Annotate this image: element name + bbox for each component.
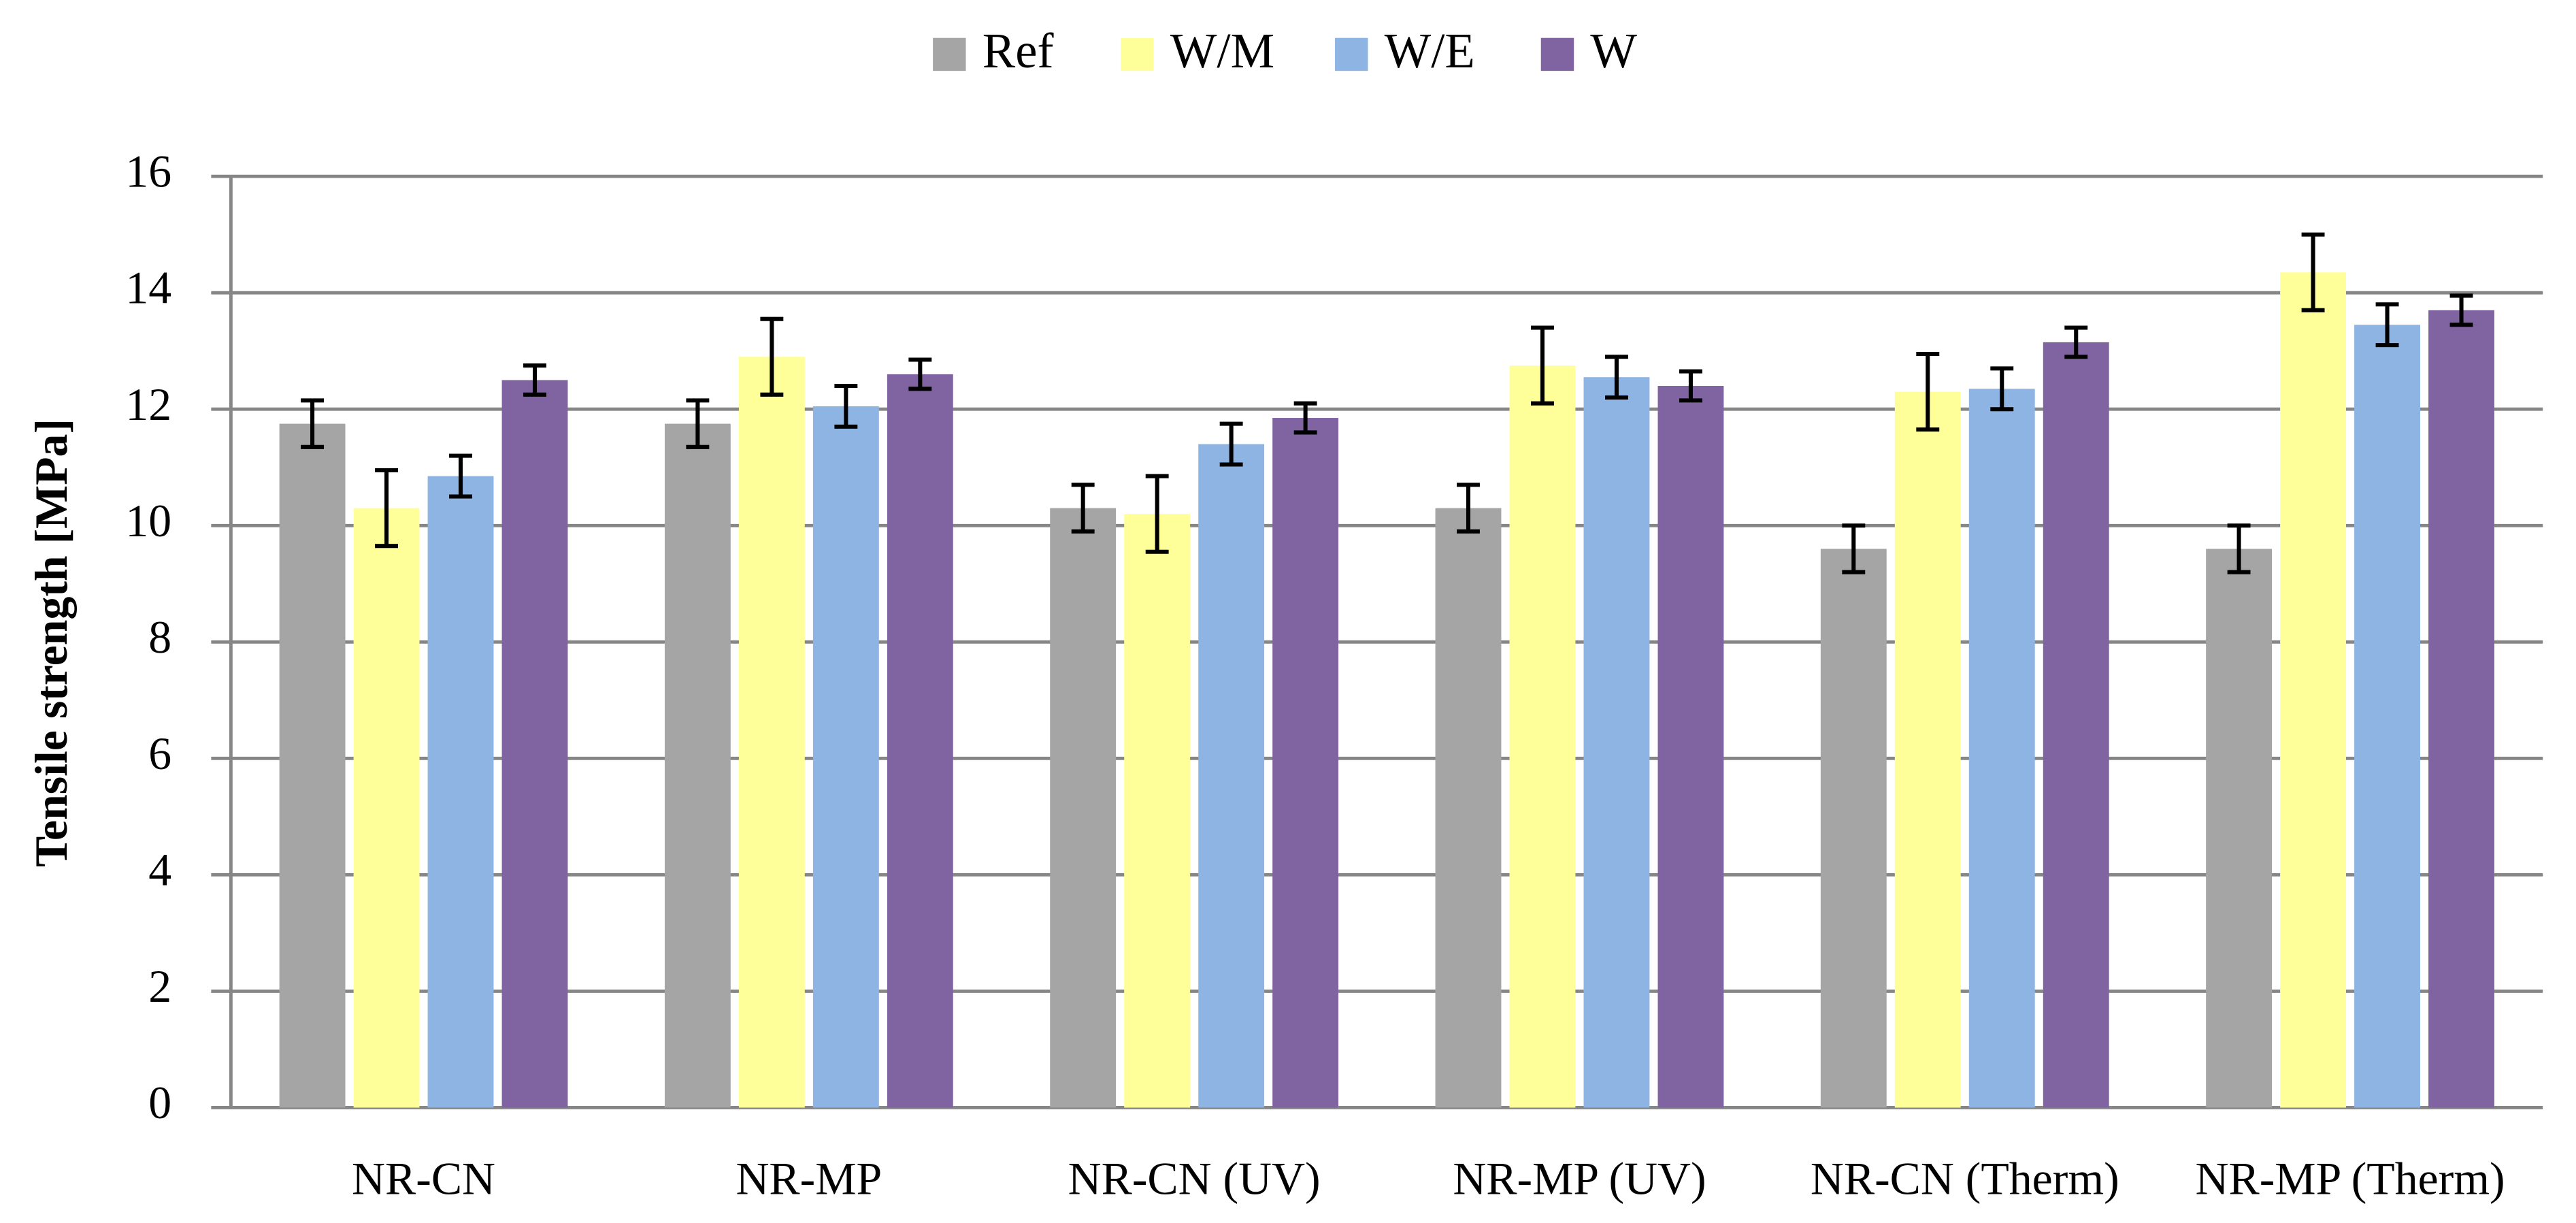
bar <box>2280 272 2347 1108</box>
error-bar <box>2301 232 2325 312</box>
bar <box>2354 325 2421 1108</box>
error-bar <box>1219 421 1243 467</box>
error-bar <box>2064 325 2088 359</box>
error-bar <box>2375 302 2399 348</box>
x-tick-label: NR-MP <box>736 1153 882 1204</box>
error-bar <box>2227 523 2251 574</box>
error-bar <box>1679 369 1702 403</box>
legend-swatch <box>1540 37 1574 71</box>
y-tick-label: 6 <box>148 728 171 779</box>
bar <box>1050 508 1117 1108</box>
error-bar <box>375 468 399 549</box>
legend-swatch <box>933 37 966 71</box>
legend-swatch <box>1335 37 1368 71</box>
y-tick-label: 8 <box>148 612 171 663</box>
legend-label: W <box>1590 23 1637 78</box>
bar <box>1583 377 1650 1108</box>
error-bar <box>1071 483 1095 534</box>
bar <box>353 508 420 1108</box>
error-bar <box>908 357 932 391</box>
bar <box>812 406 879 1108</box>
bar <box>2428 310 2494 1108</box>
error-bar <box>1457 483 1480 534</box>
bar <box>1657 386 1724 1108</box>
error-bar <box>686 398 710 449</box>
x-tick-label: NR-MP (Therm) <box>2196 1153 2505 1204</box>
y-tick-label: 12 <box>125 379 171 430</box>
error-bar <box>449 453 472 499</box>
error-bar <box>1990 366 2014 412</box>
legend-label: W/E <box>1385 23 1475 78</box>
error-bar <box>301 398 325 449</box>
bar <box>1820 549 1887 1108</box>
x-tick-label: NR-CN (UV) <box>1068 1153 1321 1204</box>
error-bar <box>834 383 858 429</box>
legend-swatch <box>1121 37 1154 71</box>
bar <box>1894 391 1961 1108</box>
error-bar <box>1531 325 1554 406</box>
y-axis-label: Tensile strength [MPa] <box>26 419 77 867</box>
y-tick-label: 10 <box>125 495 171 547</box>
bar <box>427 476 494 1108</box>
x-tick-label: NR-MP (UV) <box>1453 1153 1706 1204</box>
bar <box>2206 549 2273 1108</box>
bar <box>1968 389 2035 1108</box>
bar <box>887 374 953 1108</box>
bar <box>2043 342 2109 1108</box>
error-bar <box>1293 401 1317 435</box>
bar <box>1509 365 1576 1108</box>
y-tick-label: 14 <box>125 263 171 314</box>
bar <box>501 380 568 1108</box>
bar <box>279 423 346 1108</box>
legend-label: Ref <box>982 23 1055 78</box>
error-bar <box>1916 351 1940 432</box>
error-bar <box>2449 293 2473 327</box>
error-bar <box>760 316 784 397</box>
y-tick-label: 16 <box>125 146 171 197</box>
bar <box>1198 444 1265 1108</box>
y-tick-label: 4 <box>148 845 171 896</box>
y-tick-label: 2 <box>148 961 171 1012</box>
legend-label: W/M <box>1170 23 1274 78</box>
error-bar <box>1145 474 1169 554</box>
bar <box>1124 514 1191 1108</box>
bar <box>1435 508 1502 1108</box>
x-tick-label: NR-CN (Therm) <box>1811 1153 2119 1204</box>
bar <box>1272 418 1339 1108</box>
bar <box>664 423 731 1108</box>
error-bar <box>1605 355 1628 400</box>
bar <box>738 357 805 1108</box>
error-bar <box>523 363 546 397</box>
x-tick-label: NR-CN <box>352 1153 495 1204</box>
error-bar <box>1842 523 1866 574</box>
y-tick-label: 0 <box>148 1077 171 1128</box>
